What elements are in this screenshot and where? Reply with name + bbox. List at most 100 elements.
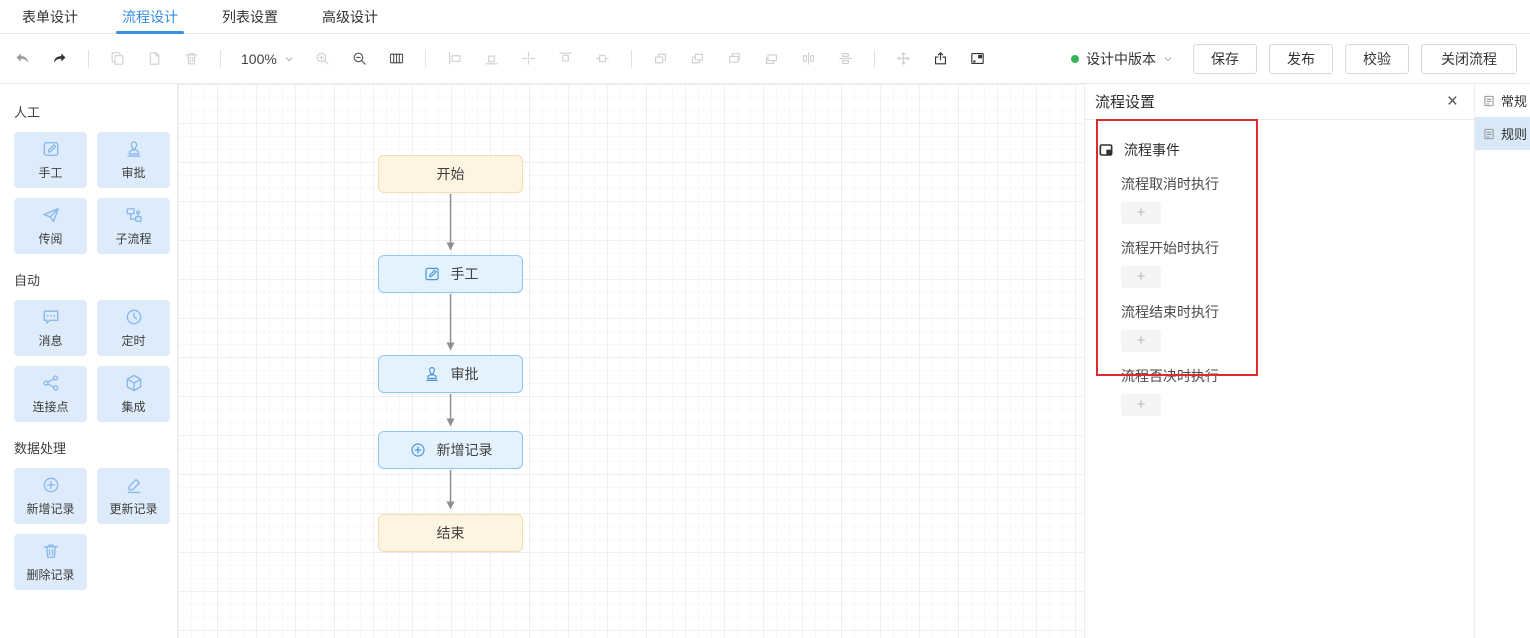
chevron-down-icon [1164,56,1172,61]
panel-body: 流程事件 流程取消时执行 + 流程开始时执行 + 流程结束时执行 + 流程否决时… [1085,119,1474,638]
flow-edges [446,194,455,510]
grid-toggle-icon[interactable] [388,50,405,67]
close-process-button[interactable]: 关闭流程 [1421,43,1517,74]
palette-section-title: 数据处理 [14,441,67,456]
flow-canvas[interactable]: 开始 手工 审批 新增记录 结束 [178,84,1084,638]
zoom-level-select[interactable]: 100% [241,51,294,67]
node-end[interactable]: 结束 [378,514,523,552]
close-icon[interactable]: × [1446,91,1458,112]
add-record-icon [41,475,61,495]
zoom-out-icon[interactable] [351,50,368,67]
save-button[interactable]: 保存 [1193,43,1257,74]
circulate-icon [41,205,61,225]
palette-item-add-record[interactable]: 新增记录 [14,468,87,524]
add-veto-event-button[interactable]: + [1121,394,1161,416]
palette-item-integration[interactable]: 集成 [97,366,170,422]
paste-icon[interactable] [146,50,163,67]
palette-item-subprocess[interactable]: 子流程 [97,198,170,254]
copy-icon[interactable] [109,50,126,67]
node-label: 结束 [436,525,465,541]
flip-vertical-icon[interactable] [837,50,854,67]
palette-item-label: 新增记录 [26,502,75,516]
toolbar-divider [220,49,221,68]
delete-record-icon [41,541,61,561]
export-icon[interactable] [932,50,949,67]
tab-process-design[interactable]: 流程设计 [116,0,184,34]
connector-icon [41,373,61,393]
version-label: 设计中版本 [1086,50,1156,67]
align-top-icon[interactable] [557,50,574,67]
palette-item-circulate[interactable]: 传阅 [14,198,87,254]
process-settings-panel: 流程设置 × 流程事件 流程取消时执行 + 流程开始时执行 + 流程结 [1084,84,1474,638]
align-middle-icon[interactable] [594,50,611,67]
node-approval[interactable]: 审批 [378,355,523,393]
palette-item-timer[interactable]: 定时 [97,300,170,356]
flip-horizontal-icon[interactable] [800,50,817,67]
undo-icon[interactable] [14,50,31,67]
add-end-event-button[interactable]: + [1121,330,1161,352]
tab-form-design[interactable]: 表单设计 [22,8,78,25]
general-tab-icon [1482,94,1496,108]
palette-item-message[interactable]: 消息 [14,300,87,356]
pan-icon[interactable] [895,50,912,67]
minimap-icon[interactable] [969,50,986,67]
main-area: 人工 手工 审批 传阅 子流程 自动 消息 定时 连接点 集成 数据处理 新增记… [0,84,1530,638]
toolbar-divider [630,49,632,68]
palette-item-approval[interactable]: 审批 [97,132,170,188]
node-manual[interactable]: 手工 [378,255,523,293]
palette-item-connector[interactable]: 连接点 [14,366,87,422]
chevron-down-icon [285,56,293,61]
align-left-icon[interactable] [446,50,463,67]
node-label: 开始 [436,166,465,182]
event-label: 流程开始时执行 [1121,240,1219,256]
palette-item-update-record[interactable]: 更新记录 [97,468,170,524]
node-add-record[interactable]: 新增记录 [378,431,523,469]
palette-section-title: 人工 [14,105,41,120]
zoom-level-value: 100% [241,50,277,67]
process-events-header: 流程事件 [1085,140,1474,160]
panel-header: 流程设置 × [1085,84,1474,120]
add-record-icon [409,441,427,459]
tab-rules[interactable]: 规则 [1475,117,1530,150]
palette-item-label: 审批 [121,166,146,180]
tab-advanced-design[interactable]: 高级设计 [322,8,378,25]
bring-forward-icon[interactable] [726,50,743,67]
palette-item-label: 子流程 [115,232,152,246]
bring-to-front-icon[interactable] [652,50,669,67]
palette-item-label: 消息 [38,334,63,348]
tab-general[interactable]: 常规 [1475,84,1530,117]
event-group-cancel: 流程取消时执行 + [1085,174,1474,224]
process-events-title: 流程事件 [1124,142,1180,158]
palette-tiles: 手工 审批 传阅 子流程 [14,132,170,254]
approval-icon [124,139,144,159]
palette-item-label: 删除记录 [26,568,75,582]
publish-button[interactable]: 发布 [1269,43,1333,74]
send-backward-icon[interactable] [763,50,780,67]
palette-item-label: 连接点 [32,400,69,414]
timer-icon [124,307,144,327]
palette-item-manual[interactable]: 手工 [14,132,87,188]
toolbar-divider [424,49,426,68]
message-icon [41,307,61,327]
redo-icon[interactable] [51,50,68,67]
approval-icon [423,365,441,383]
subprocess-icon [124,205,144,225]
align-bottom-icon[interactable] [483,50,500,67]
palette-item-delete-record[interactable]: 删除记录 [14,534,87,590]
validate-button[interactable]: 校验 [1345,43,1409,74]
node-start[interactable]: 开始 [378,155,523,193]
event-label: 流程取消时执行 [1121,176,1219,192]
delete-icon[interactable] [183,50,200,67]
event-label: 流程否决时执行 [1121,368,1219,384]
zoom-in-icon[interactable] [314,50,331,67]
panel-tab-strip: 常规 规则 [1474,84,1530,638]
send-to-back-icon[interactable] [689,50,706,67]
palette-item-label: 手工 [38,166,63,180]
add-start-event-button[interactable]: + [1121,266,1161,288]
version-selector[interactable]: 设计中版本 [1071,49,1173,69]
tab-list-settings[interactable]: 列表设置 [222,8,278,25]
align-center-point-icon[interactable] [520,50,537,67]
add-cancel-event-button[interactable]: + [1121,202,1161,224]
process-events-icon [1098,142,1114,158]
